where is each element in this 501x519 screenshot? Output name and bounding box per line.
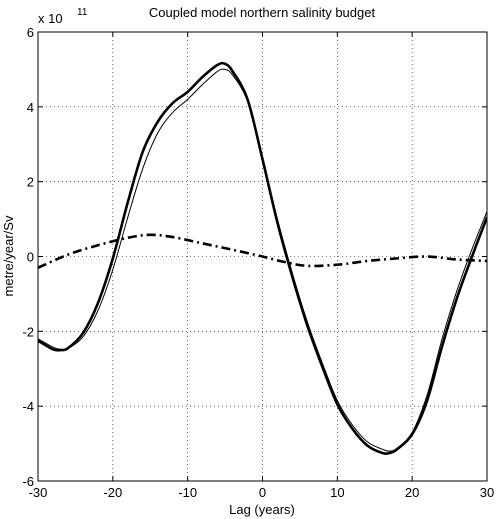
y-tick-label: -4 xyxy=(22,399,34,414)
x-tick-label: -10 xyxy=(178,485,197,500)
y-tick-label: -2 xyxy=(22,324,34,339)
series-line-thin-solid xyxy=(38,68,487,452)
chart-title: Coupled model northern salinity budget xyxy=(149,5,376,20)
ticks xyxy=(37,31,488,482)
series-line-thick-dashdot xyxy=(38,233,487,269)
y-tick-label: 2 xyxy=(27,175,34,190)
x-tick-label: 0 xyxy=(259,485,266,500)
x-tick-labels: -30 -20 -10 0 10 20 30 xyxy=(29,485,495,500)
y-multiplier-exponent: 11 xyxy=(77,7,88,18)
x-tick-label: 10 xyxy=(330,485,344,500)
y-tick-label: -6 xyxy=(22,474,34,489)
series-line-thick-solid xyxy=(38,61,487,455)
x-axis-label: Lag (years) xyxy=(229,502,295,517)
y-multiplier: x 10 11 xyxy=(38,7,88,26)
x-tick-label: 30 xyxy=(480,485,494,500)
y-tick-label: 6 xyxy=(27,25,34,40)
y-tick-labels: -6 -4 -2 0 2 4 6 xyxy=(22,25,34,489)
x-tick-label: 20 xyxy=(405,485,419,500)
y-tick-label: 0 xyxy=(27,250,34,265)
y-multiplier-label: x 10 xyxy=(38,11,63,26)
series-group xyxy=(38,61,487,455)
x-tick-label: -20 xyxy=(103,485,122,500)
y-tick-label: 4 xyxy=(27,100,34,115)
y-axis-label: metre/year/Sv xyxy=(1,215,16,296)
x-tick-label: -30 xyxy=(29,485,48,500)
